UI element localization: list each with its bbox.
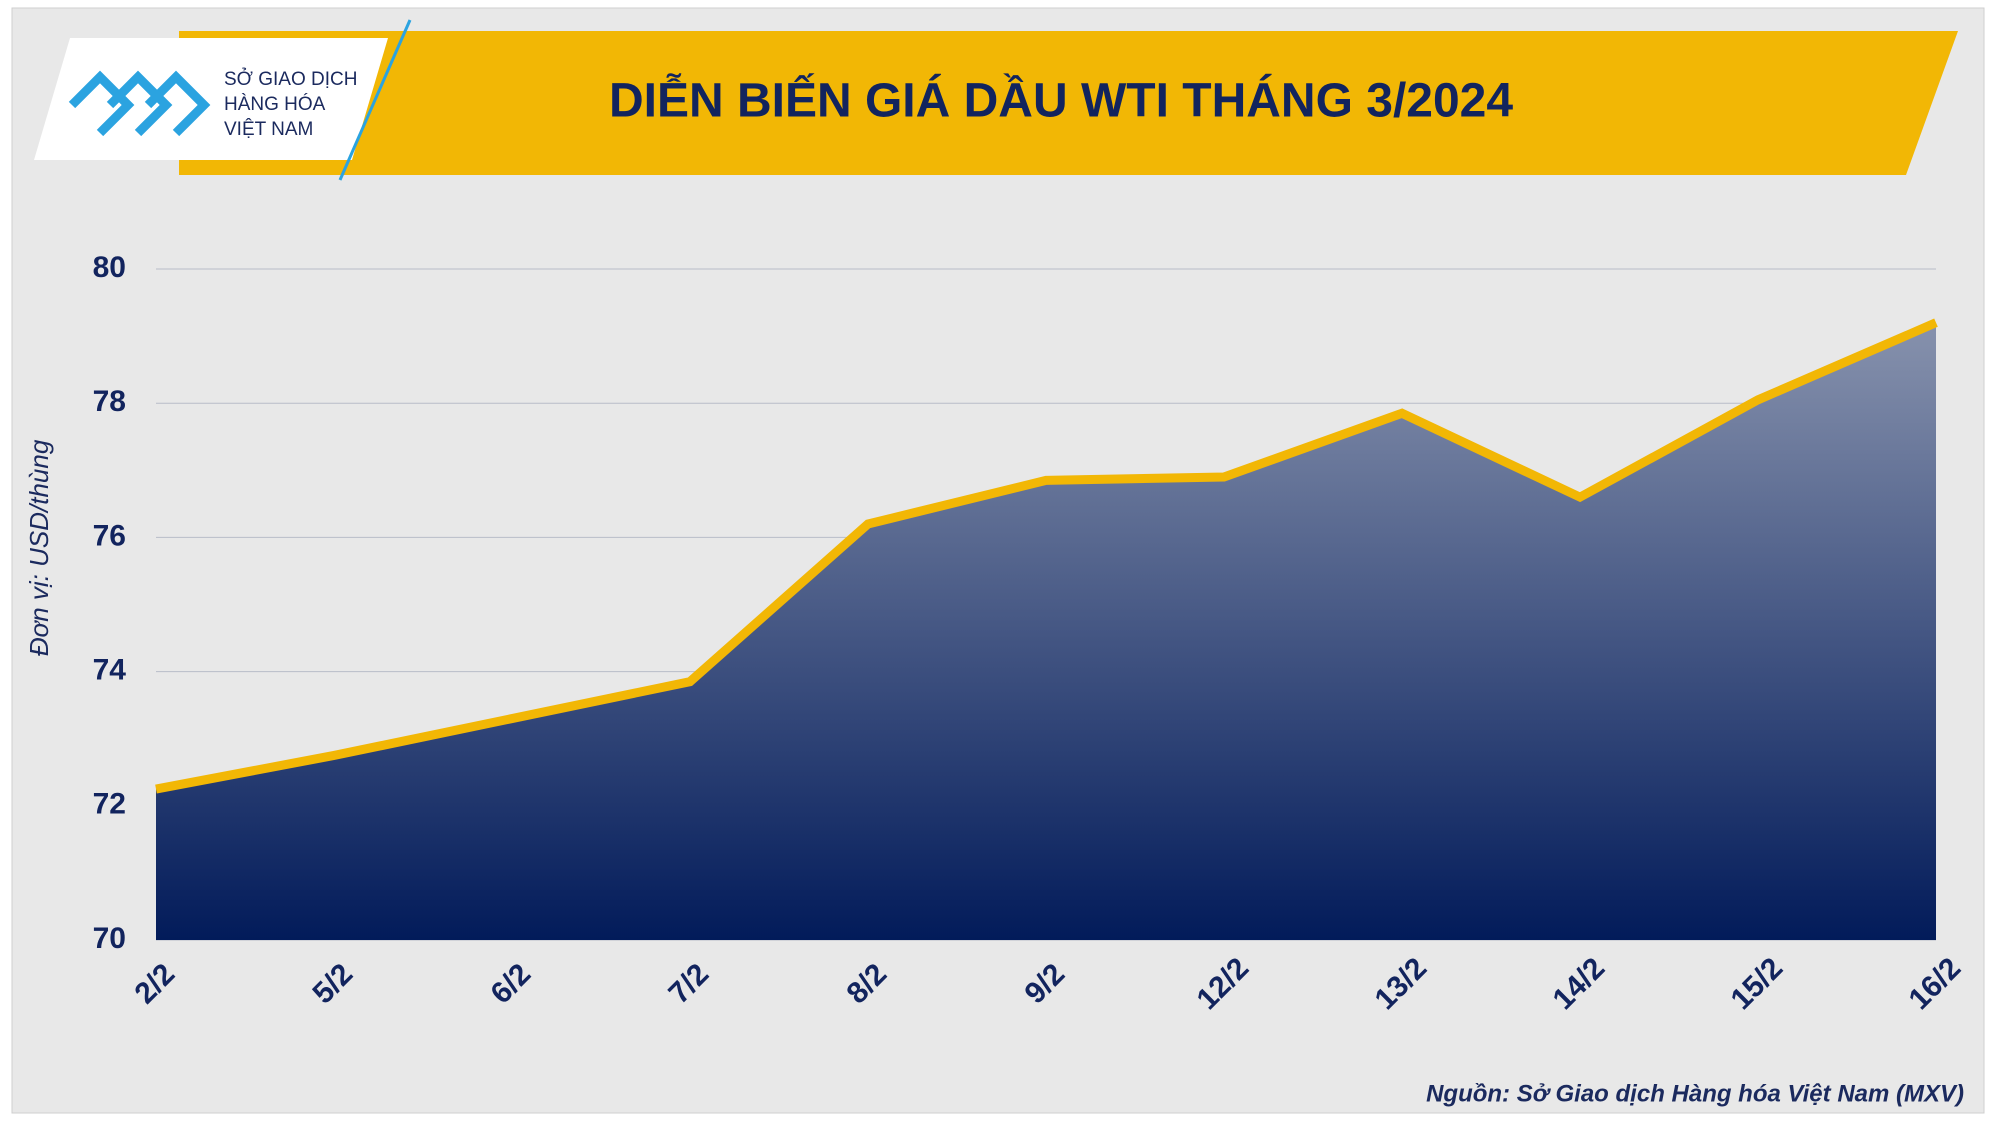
logo-icon (68, 70, 211, 137)
area (156, 322, 1936, 940)
y-tick-label: 70 (93, 922, 126, 955)
y-axis-label: Đơn vị: USD/thùng (24, 439, 54, 656)
y-tick-label: 78 (93, 385, 126, 418)
title-banner (179, 31, 1958, 175)
y-tick-label: 72 (93, 788, 126, 821)
logo-text: VIỆT NAM (224, 118, 313, 140)
logo-text: HÀNG HÓA (224, 93, 326, 115)
y-tick-label: 74 (93, 654, 127, 687)
chart-title: DIỄN BIẾN GIÁ DẦU WTI THÁNG 3/2024 (609, 74, 1513, 128)
logo-box (34, 38, 388, 160)
source: Nguồn: Sở Giao dịch Hàng hóa Việt Nam (M… (1426, 1080, 1964, 1107)
y-tick-label: 76 (93, 519, 126, 552)
logo-text: SỞ GIAO DỊCH (224, 68, 357, 90)
line (155, 318, 1938, 794)
logo-accent (338, 19, 412, 181)
y-tick-label: 80 (93, 251, 126, 284)
